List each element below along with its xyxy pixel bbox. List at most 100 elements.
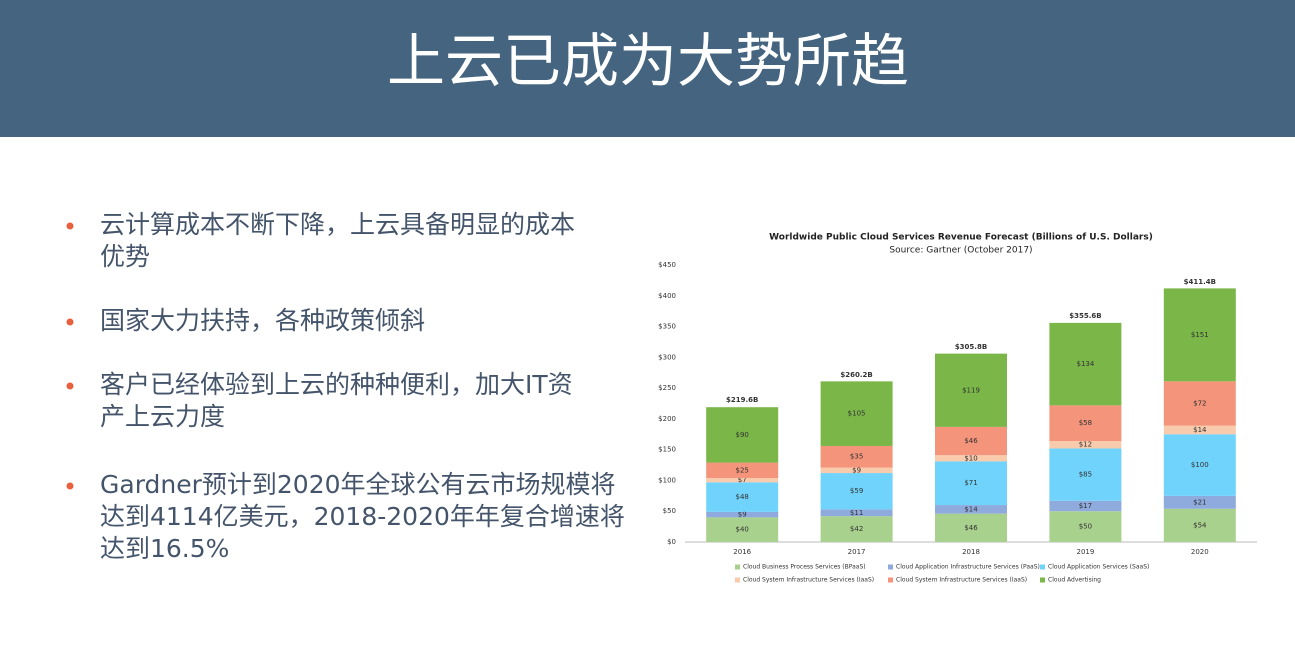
bullet-text: 产上云力度: [100, 402, 225, 431]
value-label: $71: [964, 479, 977, 487]
bar-segment: [820, 467, 893, 474]
bar-segment: [1049, 441, 1122, 449]
value-label: $50: [1079, 523, 1092, 531]
x-tick-label: 2016: [733, 548, 751, 556]
bullet-dot: [66, 318, 74, 326]
value-label: $40: [736, 526, 749, 534]
value-label: $9: [852, 466, 861, 474]
value-label: $105: [848, 410, 866, 418]
y-tick-label: $150: [658, 446, 676, 454]
y-tick-label: $200: [658, 415, 676, 423]
bar-segment: [706, 511, 779, 518]
bullet-text: Gardner预计到2020年全球公有云市场规模将: [100, 470, 616, 499]
bullet-dot: [66, 482, 74, 490]
value-label: $14: [964, 505, 978, 513]
legend-swatch: [888, 564, 893, 570]
legend-swatch: [888, 577, 893, 583]
value-label: $90: [736, 431, 749, 439]
bullet-text: 客户已经体验到上云的种种便利，加大IT资: [100, 370, 573, 399]
total-label: $260.2B: [840, 371, 872, 379]
bar-segment: [1049, 322, 1122, 406]
bar-segment: [935, 353, 1007, 427]
value-label: $46: [964, 437, 978, 445]
x-tick-label: 2017: [848, 548, 866, 556]
bar-segment: [935, 513, 1007, 542]
legend-swatch: [1040, 564, 1045, 570]
value-label: $58: [1079, 419, 1092, 427]
slide-title: 上云已成为大势所趋: [387, 27, 909, 95]
total-label: $219.6B: [726, 396, 758, 404]
bar-segment: [706, 477, 779, 483]
value-label: $14: [1193, 426, 1207, 434]
x-tick-label: 2019: [1076, 548, 1094, 556]
bar-segment: [1049, 511, 1122, 542]
value-label: $134: [1076, 360, 1094, 368]
bar-segment: [1049, 500, 1122, 512]
bar-segment: [1163, 381, 1236, 426]
value-label: $119: [962, 386, 980, 394]
value-label: $35: [850, 453, 863, 461]
bar-segment: [1049, 448, 1122, 501]
bar-segment: [1163, 425, 1236, 435]
value-label: $85: [1079, 471, 1092, 479]
y-tick-label: $0: [667, 538, 676, 546]
bullet-text: 优势: [100, 242, 150, 271]
bar-segment: [1163, 434, 1236, 496]
bar-segment: [706, 407, 779, 463]
value-label: $46: [964, 524, 978, 532]
y-tick-label: $450: [658, 261, 676, 269]
value-label: $7: [738, 476, 747, 484]
bullet-text: 国家大力扶持，各种政策倾斜: [100, 306, 425, 335]
value-label: $151: [1191, 331, 1209, 339]
value-label: $10: [964, 454, 977, 462]
y-tick-label: $300: [658, 353, 676, 361]
bullet-text: 达到16.5%: [100, 534, 229, 563]
bar-segment: [935, 505, 1007, 514]
bullet-dot: [66, 382, 74, 390]
y-tick-label: $50: [663, 507, 676, 515]
bullet-text: 达到4114亿美元，2018-2020年年复合增速将: [100, 502, 625, 531]
bar-segment: [1163, 495, 1236, 509]
legend-label: Cloud Application Infrastructure Service…: [896, 564, 1040, 571]
value-label: $42: [850, 525, 863, 533]
legend-swatch: [1040, 577, 1045, 583]
bullet-text: 云计算成本不断下降，上云具备明显的成本: [100, 210, 575, 239]
bar-segment: [706, 462, 779, 478]
value-label: $100: [1191, 461, 1209, 469]
chart-title: Worldwide Public Cloud Services Revenue …: [769, 233, 1153, 243]
bar-segment: [820, 473, 893, 510]
legend-label: Cloud Business Process Services (BPaaS): [743, 564, 866, 571]
legend-swatch: [735, 577, 740, 583]
value-label: $17: [1079, 502, 1092, 510]
bar-segment: [820, 516, 893, 542]
legend-label: Cloud System Infrastructure Services (Ia…: [743, 577, 874, 584]
bar-segment: [1049, 405, 1122, 442]
bar-segment: [820, 445, 893, 468]
y-tick-label: $250: [658, 384, 676, 392]
legend-label: Cloud Advertising: [1048, 577, 1101, 584]
value-label: $72: [1193, 400, 1206, 408]
total-label: $305.8B: [955, 343, 987, 351]
value-label: $54: [1193, 521, 1207, 529]
bar-segment: [935, 461, 1007, 506]
bar-segment: [935, 455, 1007, 462]
bar-segment: [706, 482, 779, 512]
legend-label: Cloud System Infrastructure Services (Ia…: [896, 577, 1027, 584]
bar-segment: [706, 517, 779, 542]
y-tick-label: $400: [658, 292, 676, 300]
bar-segment: [820, 381, 893, 446]
chart-subtitle: Source: Gartner (October 2017): [889, 246, 1032, 256]
x-tick-label: 2020: [1191, 548, 1209, 556]
bar-segment: [820, 509, 893, 517]
total-label: $355.6B: [1069, 312, 1101, 320]
bar-segment: [1163, 508, 1236, 542]
header-band: [0, 0, 1295, 137]
bar-segment: [1163, 288, 1236, 382]
legend-label: Cloud Application Services (SaaS): [1048, 564, 1149, 571]
value-label: $11: [850, 509, 863, 517]
value-label: $21: [1193, 498, 1206, 506]
legend-swatch: [735, 564, 740, 570]
y-tick-label: $100: [658, 476, 676, 484]
